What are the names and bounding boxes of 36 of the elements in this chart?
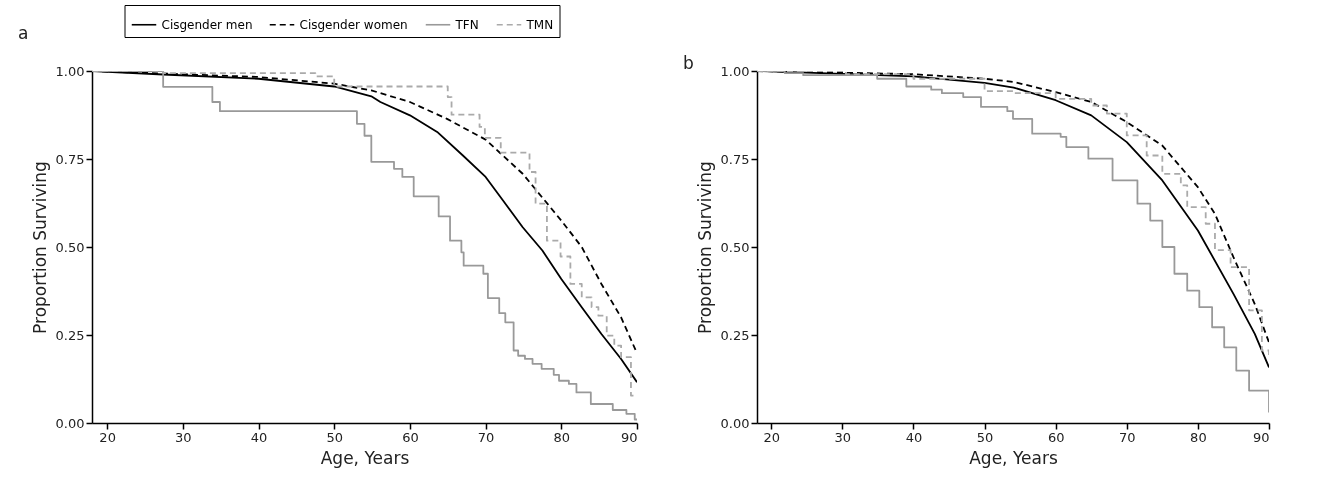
x-tick-label: 70 <box>477 429 495 445</box>
x-tick-label: 20 <box>763 429 780 445</box>
x-tick-label: 80 <box>553 429 571 445</box>
chart-title: b <box>683 53 694 73</box>
x-tick-label: 90 <box>620 429 638 445</box>
x-tick-label: 20 <box>99 429 116 445</box>
x-tick-label: 40 <box>905 429 923 445</box>
x-tick-label: 90 <box>1252 429 1270 445</box>
y-tick-label: 1.00 <box>55 63 85 79</box>
y-tick-label: 0.75 <box>55 151 85 167</box>
x-tick-label: 40 <box>250 429 268 445</box>
x-tick-label: 50 <box>976 429 994 445</box>
y-tick-label: 0.25 <box>55 327 85 343</box>
legend-label: TFN <box>454 17 479 32</box>
y-tick-label: 0.00 <box>55 415 85 431</box>
y-tick-label: 1.00 <box>720 63 750 79</box>
legend-label: Cisgender men <box>161 17 253 32</box>
y-tick-label: 0.75 <box>720 151 750 167</box>
x-axis-title: Age, Years <box>320 447 410 468</box>
x-tick-label: 30 <box>834 429 852 445</box>
x-tick-label: 50 <box>326 429 343 445</box>
x-tick-label: 60 <box>402 429 419 445</box>
legend-label: Cisgender women <box>299 17 408 32</box>
legend-label: TMN <box>525 17 554 32</box>
x-tick-label: 80 <box>1190 429 1207 445</box>
y-tick-label: 0.50 <box>55 239 85 255</box>
y-axis-title: Proportion Surviving <box>29 161 50 334</box>
x-tick-label: 30 <box>175 429 192 445</box>
y-tick-label: 0.25 <box>720 327 750 343</box>
y-tick-label: 0.00 <box>720 415 750 431</box>
y-tick-label: 0.50 <box>720 239 750 255</box>
chart-title: a <box>18 22 29 43</box>
x-axis-title: Age, Years <box>969 447 1058 468</box>
x-tick-label: 70 <box>1119 429 1136 445</box>
y-axis-title: Proportion Surviving <box>694 161 715 334</box>
x-tick-label: 60 <box>1047 429 1065 445</box>
